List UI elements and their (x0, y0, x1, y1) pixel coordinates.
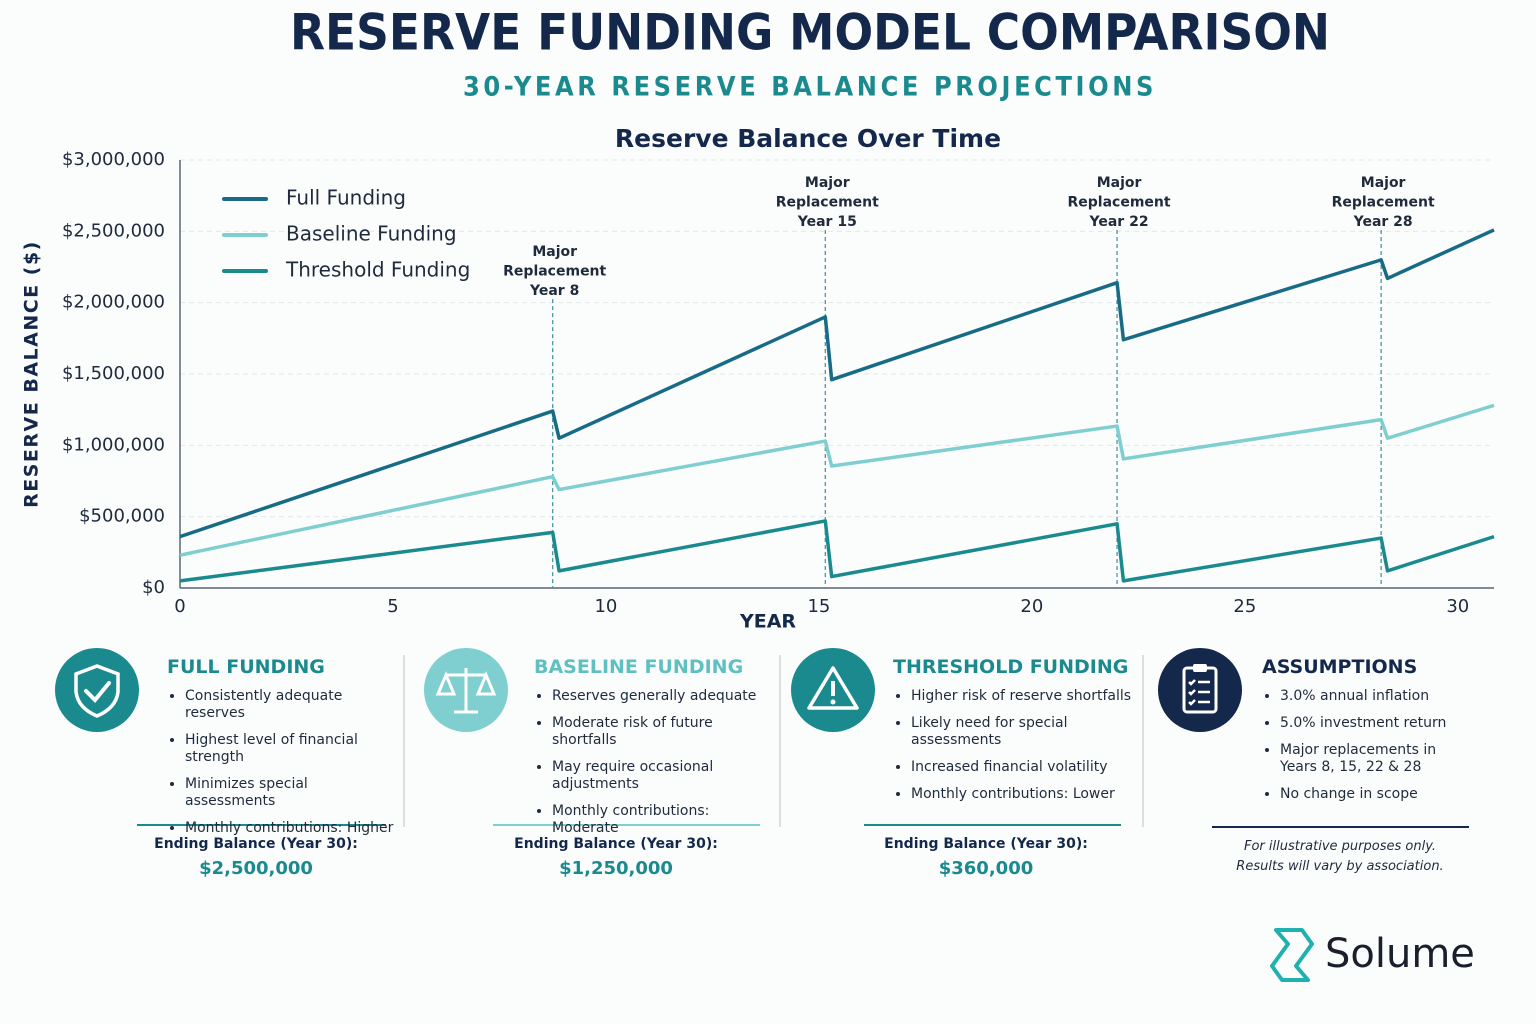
card-bullets: 3.0% annual inflation 5.0% investment ret… (1262, 688, 1462, 803)
card-bullet: 3.0% annual inflation (1280, 688, 1462, 705)
ending-balance: Ending Balance (Year 30): $2,500,000 (126, 836, 386, 879)
x-tick-label: 20 (1020, 596, 1043, 617)
x-tick-label: 0 (174, 596, 185, 617)
ending-value: $360,000 (938, 858, 1034, 879)
legend-label: Full Funding (286, 186, 406, 210)
annotation-text: Replacement (503, 264, 606, 280)
annotation-text: Major (805, 175, 850, 191)
card-bullet: Likely need for special assessments (911, 715, 1138, 749)
card-bullet: Monthly contributions: Lower (911, 786, 1138, 803)
card-bullet: Higher risk of reserve shortfalls (911, 688, 1138, 705)
card-title: ASSUMPTIONS (1262, 656, 1418, 678)
card-bullet: No change in scope (1280, 786, 1462, 803)
x-tick-label: 10 (594, 596, 617, 617)
y-tick-label: $0 (142, 577, 165, 598)
card-bullets: Reserves generally adequate Moderate risk… (534, 688, 774, 837)
annotation-text: Major (1361, 175, 1406, 191)
card-bullet: May require occasional adjustments (552, 759, 774, 793)
card-bullet: Monthly contributions: Higher (185, 820, 402, 837)
series-line (179, 403, 1495, 557)
card-bullets: Higher risk of reserve shortfalls Likely … (893, 688, 1138, 803)
page-subtitle: 30-YEAR RESERVE BALANCE PROJECTIONS (463, 72, 1157, 103)
legend-label: Threshold Funding (285, 258, 470, 282)
ending-label: Ending Balance (Year 30): (514, 836, 718, 852)
legend-label: Baseline Funding (286, 222, 457, 246)
x-tick-label: 30 (1446, 596, 1469, 617)
dividers (403, 655, 1144, 827)
annotation-text: Major (1097, 175, 1142, 191)
card: THRESHOLD FUNDING Higher risk of reserve … (893, 656, 1138, 813)
icon-warning (791, 648, 875, 732)
card-title: FULL FUNDING (167, 656, 325, 678)
logo-text: Solume (1325, 931, 1475, 977)
card-bullets: Consistently adequate reserves Highest le… (167, 688, 402, 837)
ending-value: $2,500,000 (199, 858, 313, 879)
card-title: BASELINE FUNDING (534, 656, 744, 678)
card-bullet: 5.0% investment return (1280, 715, 1462, 732)
card: BASELINE FUNDING Reserves generally adequ… (534, 656, 774, 847)
icon-clipboard (1158, 648, 1242, 732)
y-axis-label: RESERVE BALANCE ($) (21, 240, 43, 508)
card-bullet: Increased financial volatility (911, 759, 1138, 776)
annotation-text: Replacement (1332, 195, 1435, 211)
x-tick-label: 25 (1233, 596, 1256, 617)
series-line (179, 228, 1495, 539)
y-tick-label: $1,500,000 (62, 363, 165, 384)
rules (137, 824, 1469, 828)
x-axis-label: YEAR (739, 611, 796, 633)
annotation-text: Replacement (1068, 195, 1171, 211)
icon-shield (55, 648, 139, 732)
logo: Solume (1270, 928, 1475, 982)
card: ASSUMPTIONS 3.0% annual inflation 5.0% inv… (1262, 656, 1462, 813)
card: FULL FUNDING Consistently adequate reserv… (167, 656, 402, 847)
note: For illustrative purposes only. (1243, 839, 1437, 854)
y-tick-label: $3,000,000 (62, 149, 165, 170)
card-bullet: Major replacements in Years 8, 15, 22 & … (1280, 742, 1462, 776)
ending-value: $1,250,000 (559, 858, 673, 879)
annotation-text: Year 22 (1089, 214, 1149, 230)
series-line (179, 519, 1495, 583)
card-bullet: Highest level of financial strength (185, 732, 402, 766)
card-bullet: Moderate risk of future shortfalls (552, 715, 774, 749)
ending-balance: Ending Balance (Year 30): $360,000 (856, 836, 1116, 879)
y-tick-label: $2,000,000 (62, 292, 165, 313)
ending-label: Ending Balance (Year 30): (154, 836, 358, 852)
note: Results will vary by association. (1236, 859, 1444, 874)
card-title: THRESHOLD FUNDING (893, 656, 1129, 678)
x-tick-label: 15 (807, 596, 830, 617)
annotation-text: Year 15 (797, 214, 857, 230)
notes: For illustrative purposes only. Results w… (1210, 837, 1470, 877)
annotation-text: Year 8 (529, 283, 579, 299)
card-bullet: Minimizes special assessments (185, 776, 402, 810)
card-bullet: Reserves generally adequate (552, 688, 774, 705)
x-tick-label: 5 (387, 596, 398, 617)
card-bullet: Monthly contributions: Moderate (552, 803, 774, 837)
icon-scales (424, 648, 508, 732)
annotation-text: Year 28 (1353, 214, 1413, 230)
y-tick-label: $2,500,000 (62, 220, 165, 241)
ending-balance: Ending Balance (Year 30): $1,250,000 (486, 836, 746, 879)
y-tick-label: $1,000,000 (62, 434, 165, 455)
annotation-text: Major (532, 244, 577, 260)
annotation-text: Replacement (776, 195, 879, 211)
y-tick-label: $500,000 (79, 506, 165, 527)
card-bullet: Consistently adequate reserves (185, 688, 402, 722)
page-title: RESERVE FUNDING MODEL COMPARISON (290, 4, 1330, 62)
ending-label: Ending Balance (Year 30): (884, 836, 1088, 852)
chart-title: Reserve Balance Over Time (615, 124, 1001, 153)
plot-area: $0 $500,000 $1,000,000 $1,500,000 $2,000,000… (62, 149, 1495, 617)
